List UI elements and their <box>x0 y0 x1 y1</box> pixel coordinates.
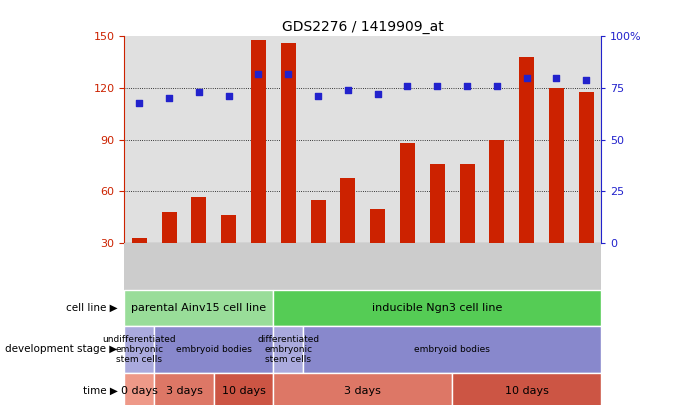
Point <box>253 70 264 77</box>
Point <box>312 93 323 100</box>
Bar <box>154 373 214 405</box>
Bar <box>549 88 564 295</box>
Point <box>134 99 145 106</box>
Title: GDS2276 / 1419909_at: GDS2276 / 1419909_at <box>282 20 444 34</box>
Point <box>193 89 205 96</box>
Bar <box>191 196 207 295</box>
Text: inducible Ngn3 cell line: inducible Ngn3 cell line <box>372 303 502 313</box>
Point <box>402 83 413 89</box>
Bar <box>251 40 266 295</box>
Bar <box>311 200 325 295</box>
Bar <box>124 373 154 405</box>
Point <box>491 83 502 89</box>
Text: 10 days: 10 days <box>222 386 265 396</box>
Bar <box>132 238 146 295</box>
Point <box>223 93 234 100</box>
Bar <box>214 373 274 405</box>
Bar <box>162 212 176 295</box>
Point <box>521 75 532 81</box>
Bar <box>430 164 445 295</box>
Text: embryoid bodies: embryoid bodies <box>176 345 252 354</box>
Bar <box>274 373 452 405</box>
Text: 0 days: 0 days <box>121 386 158 396</box>
Bar <box>124 290 274 326</box>
Text: 10 days: 10 days <box>504 386 549 396</box>
Point <box>580 77 591 83</box>
Text: 3 days: 3 days <box>166 386 202 396</box>
Point <box>342 87 353 94</box>
Text: undifferentiated
embryonic
stem cells: undifferentiated embryonic stem cells <box>102 335 176 364</box>
Text: cell line ▶: cell line ▶ <box>66 303 117 313</box>
Point <box>372 91 384 98</box>
Bar <box>124 326 154 373</box>
Text: time ▶: time ▶ <box>83 386 117 396</box>
Point <box>551 75 562 81</box>
Bar <box>579 92 594 295</box>
Text: 3 days: 3 days <box>344 386 381 396</box>
Text: differentiated
embryonic
stem cells: differentiated embryonic stem cells <box>257 335 319 364</box>
Bar <box>519 57 534 295</box>
Text: parental Ainv15 cell line: parental Ainv15 cell line <box>131 303 267 313</box>
Bar <box>221 215 236 295</box>
Point <box>432 83 443 89</box>
Bar <box>154 326 274 373</box>
Text: embryoid bodies: embryoid bodies <box>414 345 490 354</box>
Bar <box>370 209 385 295</box>
Point <box>462 83 473 89</box>
Bar <box>281 43 296 295</box>
Bar <box>274 326 303 373</box>
Bar <box>274 290 601 326</box>
Bar <box>452 373 601 405</box>
Point <box>164 95 175 102</box>
Point <box>283 70 294 77</box>
Bar <box>341 178 355 295</box>
Bar <box>303 326 601 373</box>
Text: development stage ▶: development stage ▶ <box>6 344 117 354</box>
Bar <box>489 140 504 295</box>
Bar <box>460 164 475 295</box>
Bar <box>400 143 415 295</box>
